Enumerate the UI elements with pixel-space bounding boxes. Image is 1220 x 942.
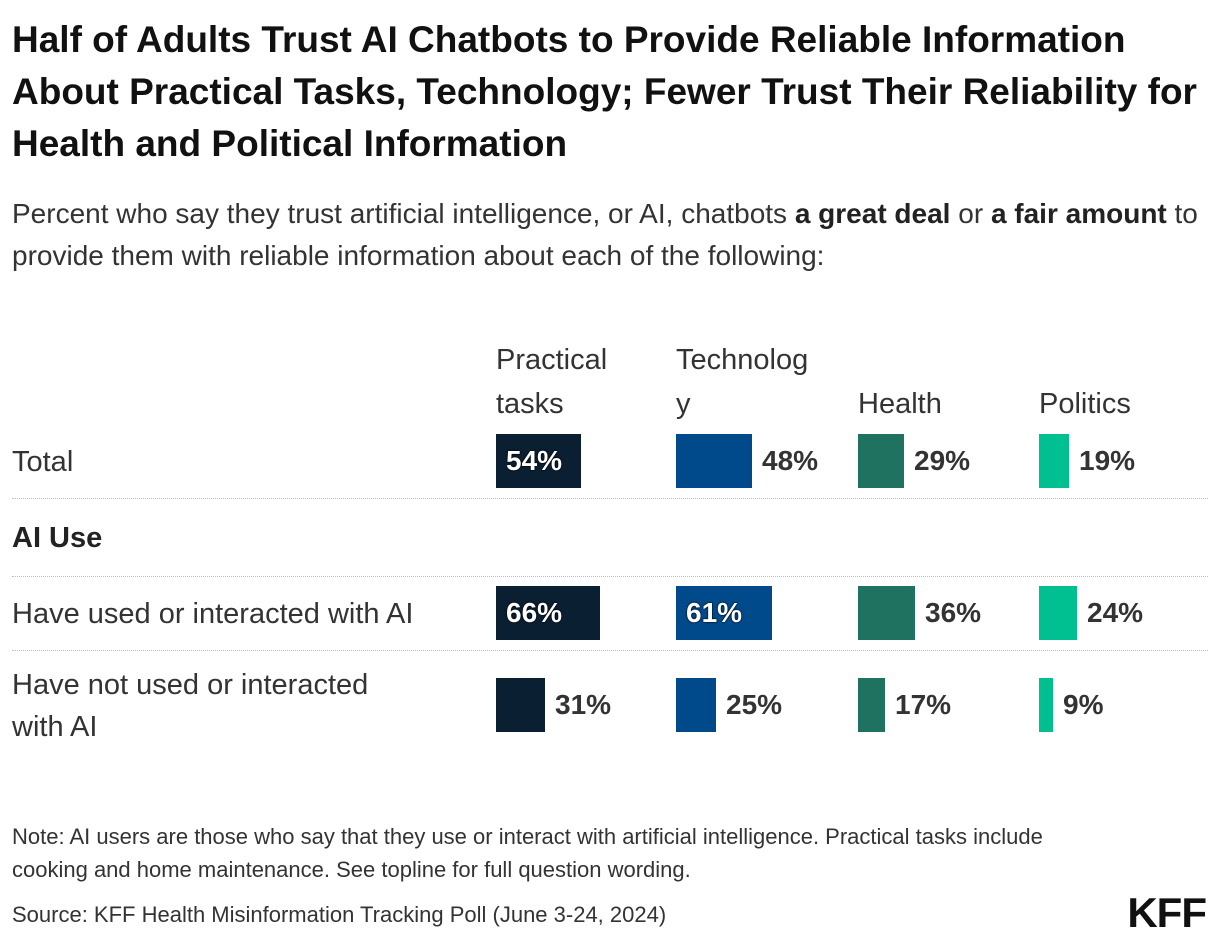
chart-note: Note: AI users are those who say that th… — [12, 824, 1043, 882]
column-header: Practical tasks — [496, 338, 607, 426]
value-label: 61% — [686, 597, 743, 628]
column-header-line: tasks — [496, 388, 564, 420]
chart-subtitle: Percent who say they trust artificial in… — [12, 193, 1212, 277]
value-label: 29% — [914, 445, 971, 476]
subtitle-text-3: to provide them with reliable informatio… — [12, 198, 1198, 271]
row-label: Have not used or interacted with AI — [12, 664, 368, 748]
value-label: 24% — [1087, 597, 1144, 628]
subtitle-bold-1: a great deal — [794, 198, 951, 229]
bar — [676, 678, 716, 732]
value-label: 36% — [925, 597, 982, 628]
subtitle-text-2: or — [950, 198, 991, 229]
value-label: 19% — [1079, 445, 1136, 476]
row-label-line: Have used or interacted with AI — [12, 598, 414, 630]
bar — [1039, 434, 1069, 488]
column-header-line: Practical — [496, 344, 608, 376]
row-divider — [12, 650, 1208, 651]
value-label: 54% — [506, 445, 563, 476]
value-label: 31% — [555, 689, 612, 720]
column-header-line: Technolog — [676, 344, 809, 376]
bar — [858, 678, 885, 732]
value-label: 17% — [895, 689, 952, 720]
value-label: 9% — [1063, 689, 1104, 720]
row-divider — [12, 576, 1208, 577]
column-header-line: Health — [858, 388, 942, 420]
bar — [1039, 586, 1077, 640]
bar — [676, 434, 752, 488]
kff-logo: KFF — [1127, 889, 1207, 936]
value-label: 66% — [506, 597, 563, 628]
column-header-line: Politics — [1039, 388, 1131, 420]
value-label: 48% — [762, 445, 819, 476]
row-label: Have used or interacted with AI — [12, 593, 413, 635]
row-divider — [12, 498, 1208, 499]
chart-source: Source: KFF Health Misinformation Tracki… — [12, 902, 667, 927]
column-header: Politics — [1039, 382, 1131, 426]
column-header: Health — [858, 382, 942, 426]
subtitle-text-1: Percent who say they trust artificial in… — [12, 198, 795, 229]
bar — [676, 586, 772, 640]
column-header-line: y — [676, 388, 691, 420]
row-label-line: with AI — [12, 711, 98, 743]
subtitle-bold-2: a fair amount — [990, 198, 1167, 229]
chart-title: Half of Adults Trust AI Chatbots to Prov… — [12, 19, 1197, 164]
bar — [496, 586, 600, 640]
bar — [496, 678, 545, 732]
group-heading: AI Use — [12, 522, 103, 554]
bar — [858, 586, 915, 640]
bar — [1039, 678, 1053, 732]
row-label: Total — [12, 441, 73, 483]
bar — [858, 434, 904, 488]
row-label-line: Total — [12, 446, 74, 478]
column-header: Technolog y — [676, 338, 808, 426]
bar — [496, 434, 581, 488]
row-label-line: Have not used or interacted — [12, 669, 369, 701]
value-label: 25% — [726, 689, 783, 720]
